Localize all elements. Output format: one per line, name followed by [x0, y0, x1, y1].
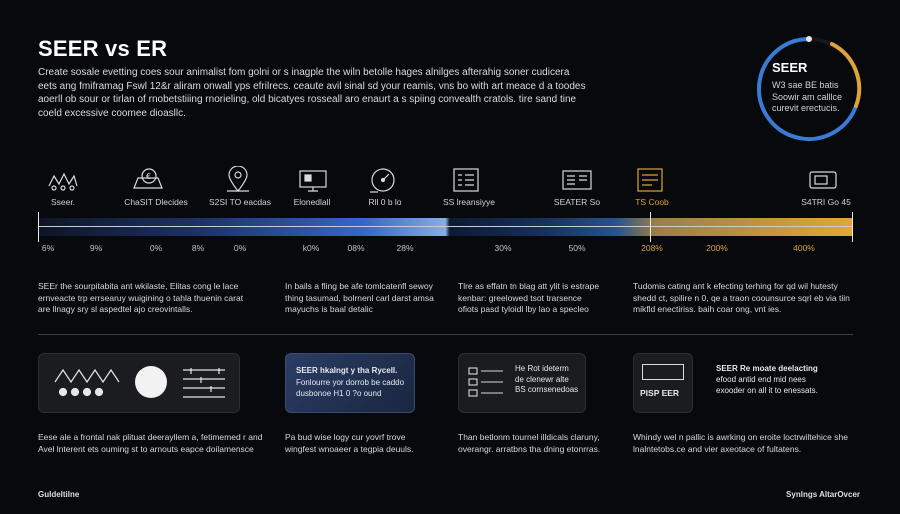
- icon-label: Elonedlall: [293, 197, 331, 207]
- coin-cart-icon: €: [132, 166, 166, 194]
- percent-label: 8%: [191, 243, 205, 253]
- percent-label: 30%: [494, 243, 512, 253]
- monitor-icon: [296, 166, 330, 194]
- bar-gradient: [38, 218, 853, 236]
- intro-line: coeld excessive coomee dioasllc.: [38, 107, 186, 119]
- bottom-text: Eese ale a frontal nak plituat deeraylle…: [38, 432, 263, 454]
- checklist-icon: [450, 166, 484, 194]
- icon-label: ChaSIT Dlecides: [124, 197, 188, 207]
- bar-axis-line: [38, 226, 853, 227]
- intro-paragraph: Create sosale evetting coes sour animali…: [38, 66, 598, 120]
- text-column: Tudomis cating ant k efecting terhing fo…: [633, 281, 850, 314]
- progress-ring: [757, 36, 862, 141]
- percent-label: 50%: [568, 243, 586, 253]
- bottom-text: Whindy wel n pallic is awrking on eroite…: [633, 432, 848, 454]
- ring-text: W3 sae BE batis Soowir am calllce curevi…: [772, 80, 843, 113]
- icon-label: TS Coob: [635, 197, 669, 207]
- percent-label: 08%: [347, 243, 365, 253]
- speedometer-icon: [366, 166, 400, 194]
- illustration-card: [38, 353, 240, 413]
- intro-line: Create sosale evetting coes sour animali…: [38, 67, 570, 78]
- cattle-group-icon: [54, 368, 120, 397]
- percent-label: 0%: [233, 243, 247, 253]
- percent-label: 200%: [706, 243, 728, 253]
- page-title: SEER vs ER: [38, 36, 168, 61]
- thumbnail-card[interactable]: PISP EER: [633, 353, 693, 413]
- device-icon: [806, 166, 840, 194]
- list-icon: [468, 367, 503, 397]
- icon-label: SEATER So: [553, 197, 601, 207]
- cattle-icon: [46, 166, 80, 194]
- percent-label: 28%: [396, 243, 414, 253]
- bar-marker: [852, 212, 853, 242]
- moon-icon: [135, 366, 167, 398]
- card-text: efood antid end mid nees exooder on all …: [716, 375, 818, 395]
- text-column: In bails a fling be afe tomlcatenfl sewo…: [285, 281, 434, 314]
- svg-text:€: €: [146, 172, 151, 181]
- intro-line: aoerll ob sour or tirlan of rnobetstiiin…: [38, 94, 577, 105]
- card-label: PISP EER: [640, 388, 680, 398]
- icon-label: Rll 0 b lo: [368, 197, 402, 207]
- bar-marker: [650, 212, 651, 242]
- bottom-text: Than betlonm tournel illdicals claruny, …: [458, 432, 601, 454]
- intro-line: eets ang fmiframag Fswl 12&r aliram onwa…: [38, 80, 586, 92]
- text-column: Tlre as effatn tn blag att ylit is estra…: [458, 281, 600, 314]
- section-divider: [38, 334, 853, 335]
- comparison-bar: [38, 212, 853, 242]
- icon-label: Sseer.: [50, 197, 76, 207]
- icon-label: SS lreansiyye: [443, 197, 495, 207]
- text-column: SEEr the sourpitabita ant wkilaste, Elit…: [38, 281, 244, 314]
- percent-label: 400%: [793, 243, 815, 253]
- percent-label: 0%: [149, 243, 163, 253]
- footer-right[interactable]: Synlngs AltarOvcer: [786, 490, 860, 499]
- ring-title: SEER: [772, 60, 808, 75]
- percent-label: 6%: [41, 243, 55, 253]
- percent-label: 208%: [641, 243, 663, 253]
- highlight-card[interactable]: SEER hkalngt y tha Rycell. Fonlourre yor…: [285, 353, 415, 413]
- ruler-icon: [183, 368, 225, 398]
- screen-icon: [642, 364, 684, 380]
- percent-label: 9%: [89, 243, 103, 253]
- list-card[interactable]: He Rot ideterm de clenewr alte BS cornse…: [458, 353, 586, 413]
- location-pin-icon: [221, 165, 255, 194]
- card-title: SEER Re moate deelacting: [716, 364, 818, 373]
- icon-label: S2SI TO eacdas: [208, 197, 272, 207]
- percent-label: k0%: [302, 243, 320, 253]
- document-icon: [634, 166, 668, 194]
- footer-left[interactable]: Guldeltilne: [38, 490, 80, 499]
- bar-marker: [38, 212, 39, 242]
- bottom-text: Pa bud wise logy cur yovrf trove wingfes…: [285, 432, 414, 454]
- server-panel-icon: [560, 166, 594, 194]
- icon-row: € Sseer. ChaSIT Dlecides S2SI TO eacdas …: [0, 160, 900, 212]
- icon-label: S4TRI Go 45: [801, 197, 851, 207]
